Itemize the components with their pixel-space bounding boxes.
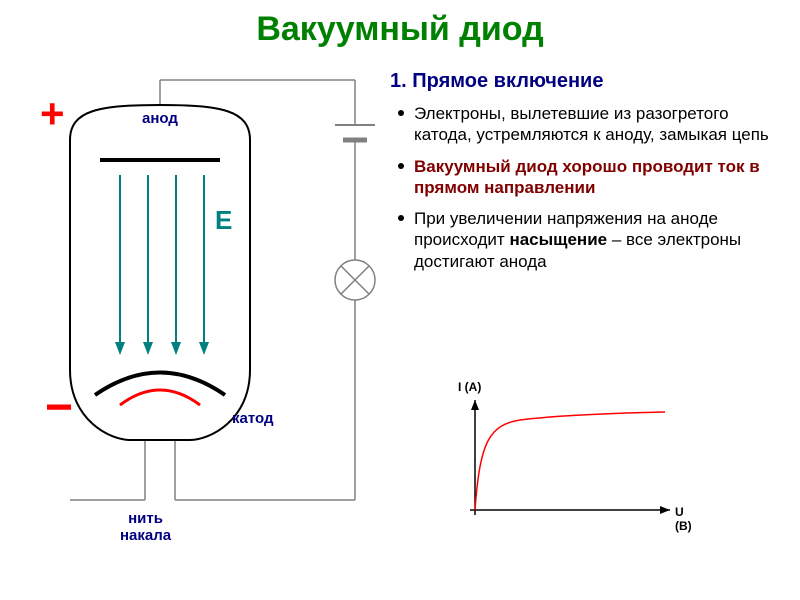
chart-ylabel: I (А): [458, 380, 481, 394]
bullet-item: Вакуумный диод хорошо проводит ток в пря…: [390, 156, 790, 199]
chart-xlabel: U (В): [675, 505, 692, 533]
chart-svg: [470, 400, 670, 520]
diode-diagram: + − анод катод нить накала Е: [0, 70, 380, 590]
description-panel: 1. Прямое включение Электроны, вылетевши…: [390, 70, 790, 282]
e-field-label: Е: [215, 205, 232, 236]
subtitle: 1. Прямое включение: [390, 70, 790, 93]
diode-svg: [0, 70, 380, 590]
bullet-item: Электроны, вылетевшие из разогретого кат…: [390, 103, 790, 146]
iv-chart: I (А) U (В): [470, 400, 670, 525]
bullet-list: Электроны, вылетевшие из разогретого кат…: [390, 103, 790, 272]
cathode-label: катод: [232, 410, 273, 427]
bullet-item: При увеличении напряжения на аноде проис…: [390, 208, 790, 272]
filament-arc: [120, 390, 200, 405]
minus-sign: −: [45, 380, 73, 435]
plus-sign: +: [40, 90, 65, 138]
cathode-arc: [95, 373, 225, 396]
field-arrows: [115, 175, 209, 355]
filament-label: нить накала: [120, 510, 171, 544]
anode-label: анод: [142, 110, 178, 127]
page-title: Вакуумный диод: [0, 0, 800, 49]
